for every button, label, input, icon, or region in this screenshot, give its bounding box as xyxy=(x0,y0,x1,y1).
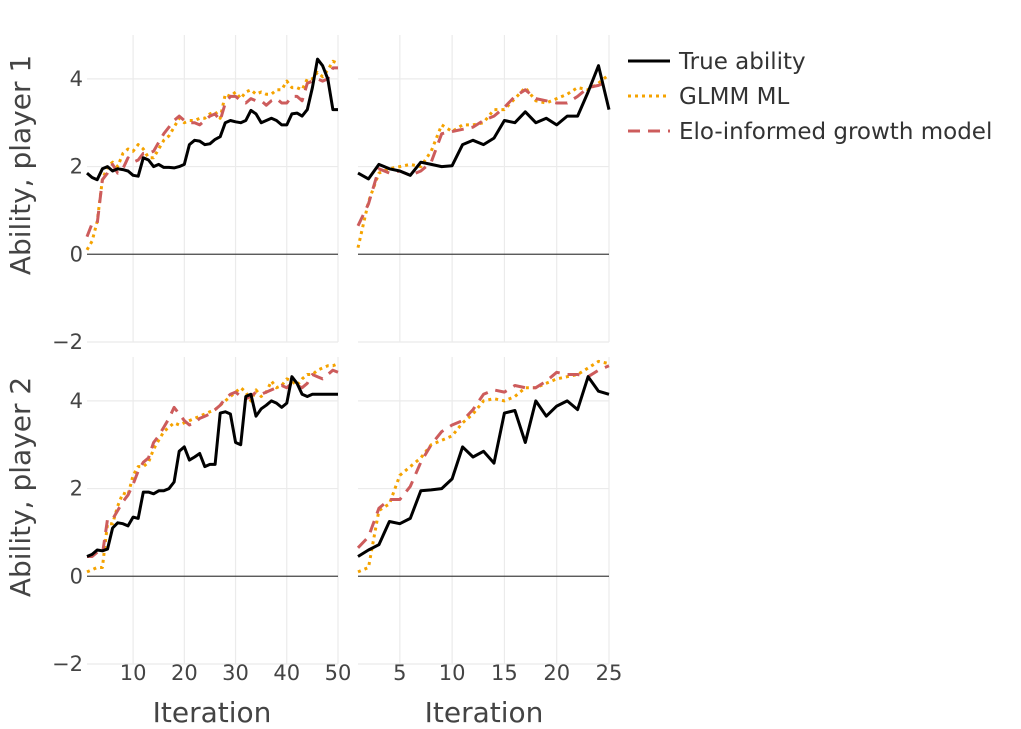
x-axis-title-right: Iteration xyxy=(425,696,544,729)
series-line-true-ability xyxy=(357,64,611,181)
x-tick-label: 30 xyxy=(222,661,249,685)
y-tick-label: 4 xyxy=(70,67,83,91)
y-tick-label: 2 xyxy=(70,155,83,179)
y-axis-title-player-1: Ability, player 1 xyxy=(4,55,37,275)
series-line-true-ability xyxy=(86,375,338,558)
panel-r0-c0: −2 0 2 4 xyxy=(52,35,339,354)
y-tick-label: 0 xyxy=(70,564,83,588)
y-tick-label: −2 xyxy=(52,330,83,354)
x-tick-label: 5 xyxy=(393,661,406,685)
series-line-elo-informed-growth-model xyxy=(87,368,339,558)
legend: True ability GLMM ML Elo-informed growth… xyxy=(628,49,992,145)
y-tick-label: 0 xyxy=(70,242,83,266)
x-tick-label: 20 xyxy=(171,661,198,685)
axis-titles: Ability, player 1 Ability, player 2 Iter… xyxy=(4,55,543,729)
x-tick-label: 25 xyxy=(596,661,623,685)
series-line-glmm-ml xyxy=(357,359,610,574)
x-tick-label: 10 xyxy=(120,661,147,685)
panel-r1-c0: −2 0 2 4 10 20 30 40 50 xyxy=(52,357,351,685)
x-tick-label: 20 xyxy=(543,661,570,685)
legend-label-true-ability: True ability xyxy=(678,49,806,75)
series-line-glmm-ml xyxy=(85,59,339,251)
series-line-elo-informed-growth-model xyxy=(356,79,610,227)
legend-label-elo-growth: Elo-informed growth model xyxy=(679,119,992,145)
series-line-elo-informed-growth-model xyxy=(356,364,610,549)
legend-label-glmm-ml: GLMM ML xyxy=(679,84,789,110)
subplot-grid: −2 0 2 4 −2 0 2 4 10 20 30 40 50 5 10 15 20 25 xyxy=(52,35,622,685)
x-tick-label: 10 xyxy=(439,661,466,685)
y-tick-label: 4 xyxy=(70,389,83,413)
y-tick-label: 2 xyxy=(70,477,83,501)
panel-r1-c1: 5 10 15 20 25 xyxy=(356,357,623,685)
panel-r0-c1 xyxy=(356,35,611,343)
y-axis-title-player-2: Ability, player 2 xyxy=(4,377,37,597)
series-line-elo-informed-growth-model xyxy=(85,66,338,238)
series-line-true-ability xyxy=(357,375,610,558)
x-tick-label: 40 xyxy=(273,661,300,685)
x-tick-label: 15 xyxy=(491,661,518,685)
series-line-true-ability xyxy=(86,57,338,182)
y-tick-label: −2 xyxy=(52,652,83,676)
series-line-glmm-ml xyxy=(86,362,339,574)
x-tick-label: 50 xyxy=(325,661,352,685)
series-line-glmm-ml xyxy=(356,73,610,249)
x-axis-title-left: Iteration xyxy=(153,696,272,729)
